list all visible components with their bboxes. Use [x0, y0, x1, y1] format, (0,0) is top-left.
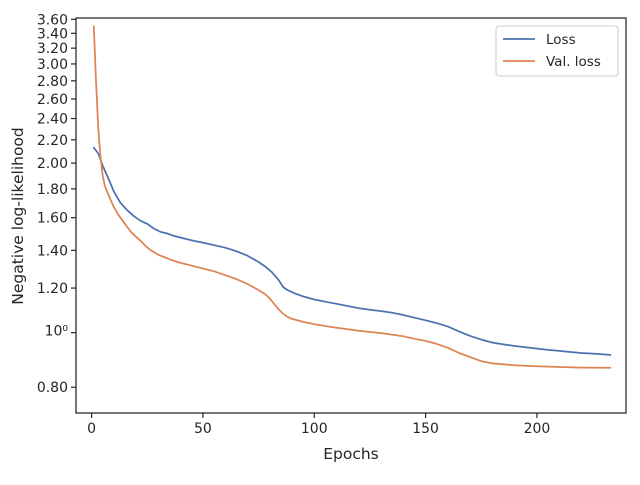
x-axis-ticks: 0 50 100 150 200 — [87, 413, 550, 437]
y-axis-ticks: 0.80 10⁰ 1.20 1.40 1.60 1.80 2.00 2.20 2.40 2.60 2… — [37, 12, 76, 396]
x-tick-label: 50 — [194, 421, 212, 437]
y-tick-label: 1.80 — [37, 182, 68, 198]
series-line-val-loss — [92, 25, 612, 369]
y-tick-label: 2.60 — [37, 92, 68, 108]
x-tick-label: 150 — [412, 421, 439, 437]
x-axis-label: Epochs — [323, 445, 379, 463]
series-layer — [92, 25, 612, 369]
y-tick-label: 3.40 — [37, 26, 68, 42]
y-tick-label: 2.40 — [37, 112, 68, 128]
legend: Loss Val. loss — [495, 25, 619, 77]
y-tick-label: 0.80 — [37, 380, 68, 396]
legend-label-loss: Loss — [546, 32, 576, 48]
y-tick-label: 1.40 — [37, 243, 68, 259]
y-tick-label: 3.20 — [37, 41, 68, 57]
y-tick-label: 2.80 — [37, 74, 68, 90]
y-tick-label: 3.60 — [37, 12, 68, 28]
x-tick-label: 100 — [301, 421, 328, 437]
y-tick-label: 2.00 — [37, 156, 68, 172]
y-tick-label: 1.20 — [37, 281, 68, 297]
plot-frame — [75, 17, 627, 414]
y-tick-label: 10⁰ — [45, 324, 69, 340]
x-tick-label: 0 — [87, 421, 96, 437]
y-axis-label: Negative log-likelihood — [9, 127, 27, 305]
legend-label-val-loss: Val. loss — [546, 54, 601, 70]
y-tick-label: 3.00 — [37, 57, 68, 73]
series-line-loss — [92, 146, 612, 356]
plot-background — [76, 18, 626, 413]
y-tick-label: 2.20 — [37, 133, 68, 149]
y-tick-label: 1.60 — [37, 211, 68, 227]
x-tick-label: 200 — [524, 421, 551, 437]
